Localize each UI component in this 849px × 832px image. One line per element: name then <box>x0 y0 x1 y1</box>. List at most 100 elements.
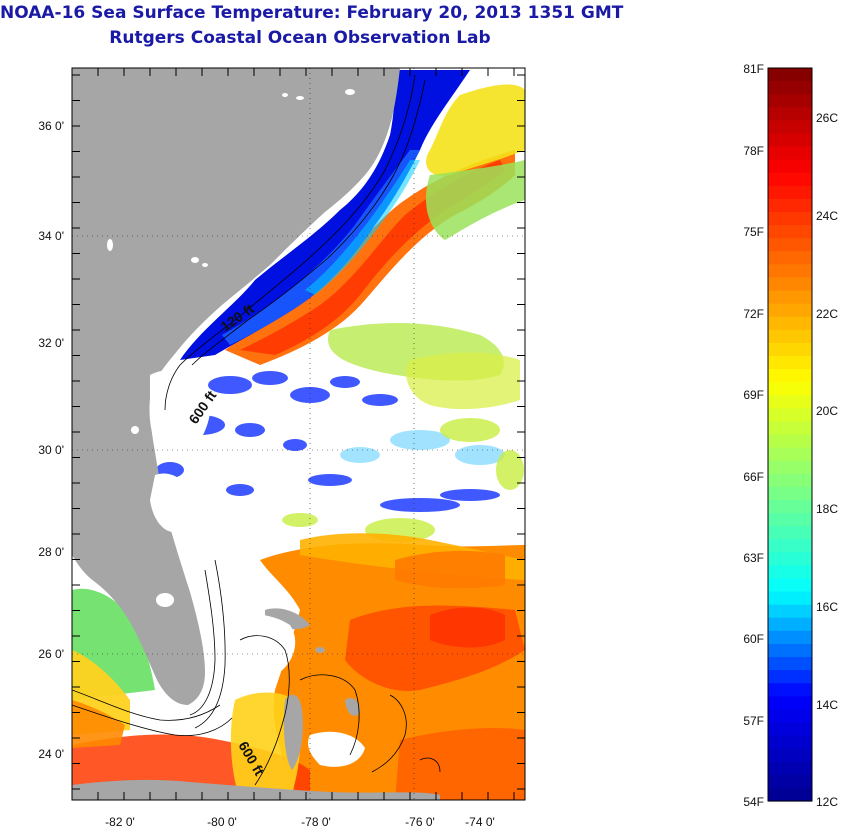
color-scale-step <box>768 604 812 619</box>
fahrenheit-label: 69F <box>743 388 764 402</box>
color-scale-step <box>768 722 812 737</box>
color-scale-step <box>768 146 812 161</box>
color-scale-step <box>768 225 812 239</box>
color-scale-step <box>768 434 812 449</box>
color-scale-step <box>768 290 812 305</box>
color-scale-step <box>768 303 812 318</box>
latitude-labels: 36 0' 34 0' 32 0' 30 0' 28 0' 26 0' 24 0… <box>38 119 64 761</box>
lat-label: 36 0' <box>38 119 64 133</box>
fahrenheit-label: 63F <box>743 551 764 565</box>
land-mass <box>72 68 400 705</box>
color-scale-step <box>768 251 812 265</box>
color-scale-step <box>768 761 812 776</box>
color-scale-step <box>768 643 812 658</box>
celsius-labels: 26C 24C 22C 20C 18C 16C 14C 12C <box>816 111 838 809</box>
color-scale-step <box>768 486 812 501</box>
color-scale-step <box>768 185 812 200</box>
color-scale-step <box>768 552 812 566</box>
celsius-label: 16C <box>816 600 838 614</box>
fahrenheit-label: 54F <box>743 795 764 809</box>
color-scale-step <box>768 421 812 436</box>
fahrenheit-label: 81F <box>743 62 764 76</box>
color-scale-step <box>768 238 812 252</box>
map-frame <box>71 67 526 801</box>
color-scale-step <box>768 473 812 488</box>
color-scale-step <box>768 447 812 462</box>
color-scale-step <box>768 657 812 671</box>
color-scale: 81F 78F 75F 72F 69F 66F 63F 60F 57F 54F … <box>743 62 838 809</box>
color-scale-step <box>768 460 812 475</box>
fahrenheit-label: 60F <box>743 632 764 646</box>
color-scale-step <box>768 526 812 540</box>
lon-label: -80 0' <box>207 815 237 829</box>
color-scale-step <box>768 329 812 344</box>
color-scale-step <box>768 369 812 383</box>
color-scale-step <box>768 578 812 593</box>
color-scale-step <box>768 591 812 606</box>
celsius-label: 14C <box>816 698 838 712</box>
color-scale-step <box>768 68 812 82</box>
celsius-label: 20C <box>816 404 838 418</box>
color-scale-step <box>768 670 812 684</box>
color-scale-step <box>768 774 812 789</box>
color-scale-step <box>768 787 812 802</box>
color-scale-step <box>768 539 812 553</box>
map-title: NOAA-16 Sea Surface Temperature: Februar… <box>0 3 624 23</box>
color-scale-step <box>768 709 812 724</box>
cuba-land <box>72 779 440 800</box>
celsius-label: 12C <box>816 795 838 809</box>
celsius-label: 18C <box>816 502 838 516</box>
celsius-label: 22C <box>816 307 838 321</box>
color-scale-step <box>768 277 812 292</box>
longitude-labels: -82 0' -80 0' -78 0' -76 0' -74 0' <box>105 815 495 829</box>
celsius-label: 26C <box>816 111 838 125</box>
fahrenheit-label: 75F <box>743 225 764 239</box>
sst-map: 120 ft 600 ft 600 ft 36 0' 34 0' 32 0' 3… <box>38 67 526 829</box>
color-scale-step <box>768 107 812 121</box>
lat-label: 32 0' <box>38 336 64 350</box>
color-scale-step <box>768 617 812 632</box>
lon-label: -76 0' <box>405 815 435 829</box>
color-scale-step <box>768 630 812 645</box>
color-scale-step <box>768 408 812 423</box>
color-scale-step <box>768 342 812 357</box>
color-scale-step <box>768 355 812 370</box>
color-scale-step <box>768 94 812 108</box>
color-scale-step <box>768 395 812 409</box>
fahrenheit-label: 66F <box>743 470 764 484</box>
fahrenheit-labels: 81F 78F 75F 72F 69F 66F 63F 60F 57F 54F <box>743 62 764 809</box>
color-scale-step <box>768 120 812 135</box>
color-scale-step <box>768 133 812 148</box>
color-scale-step <box>768 172 812 187</box>
color-scale-step <box>768 316 812 331</box>
color-scale-step <box>768 748 812 763</box>
fahrenheit-label: 57F <box>743 714 764 728</box>
depth-contours <box>72 74 441 786</box>
lat-label: 26 0' <box>38 647 64 661</box>
lat-label: 24 0' <box>38 747 64 761</box>
fahrenheit-label: 72F <box>743 307 764 321</box>
color-scale-step <box>768 382 812 396</box>
map-image: 120 ft 600 ft 600 ft <box>72 68 525 800</box>
lat-label: 30 0' <box>38 443 64 457</box>
celsius-label: 24C <box>816 209 838 223</box>
lon-label: -82 0' <box>105 815 135 829</box>
lon-label: -78 0' <box>301 815 331 829</box>
color-scale-step <box>768 159 812 174</box>
color-scale-step <box>768 264 812 279</box>
color-scale-step <box>768 499 812 514</box>
color-scale-step <box>768 513 812 527</box>
color-scale-step <box>768 565 812 580</box>
graticule <box>72 68 525 800</box>
color-scale-step <box>768 683 812 697</box>
color-scale-step <box>768 198 812 213</box>
color-scale-step <box>768 735 812 750</box>
map-subtitle: Rutgers Coastal Ocean Observation Lab <box>109 28 491 48</box>
color-scale-step <box>768 81 812 95</box>
lon-label: -74 0' <box>465 815 495 829</box>
color-scale-step <box>768 696 812 710</box>
fahrenheit-label: 78F <box>743 144 764 158</box>
color-scale-bar <box>768 68 812 802</box>
color-scale-step <box>768 211 812 226</box>
lat-label: 34 0' <box>38 229 64 243</box>
